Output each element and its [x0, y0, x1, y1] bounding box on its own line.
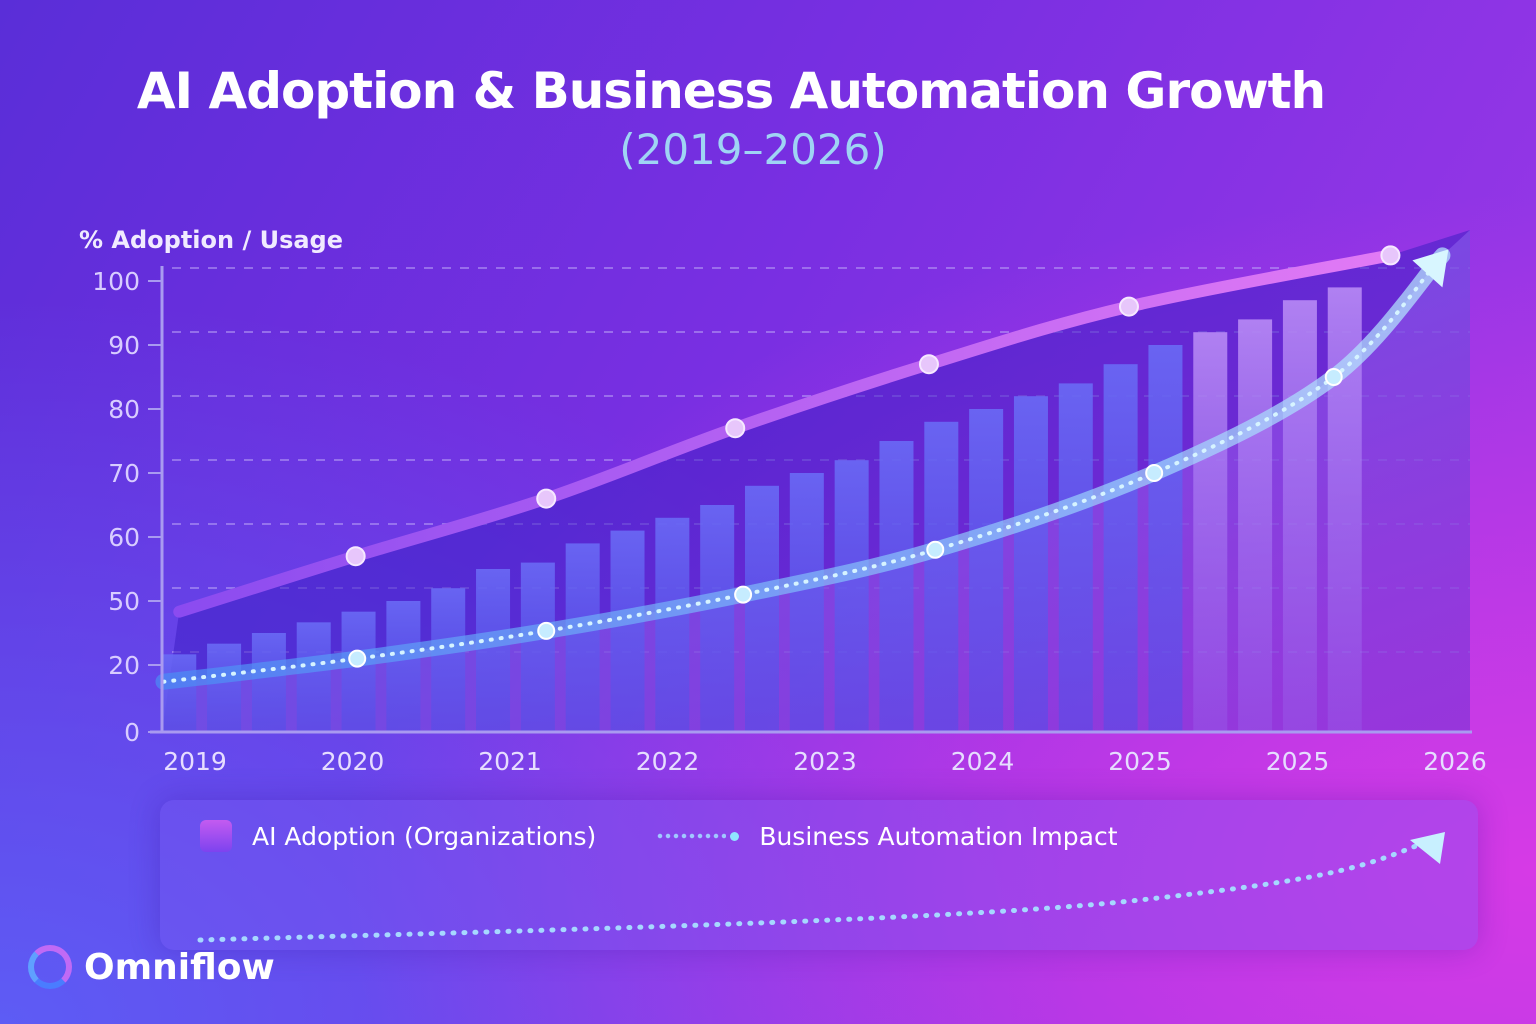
automation-point: [926, 540, 945, 559]
y-tick-label: 0: [124, 718, 140, 747]
adoption-point: [918, 354, 939, 375]
legend-label-line: Business Automation Impact: [759, 821, 1118, 851]
bar: [1193, 332, 1228, 732]
chart-title: AI Adoption & Business Automation Growth: [136, 62, 1326, 120]
logo-ring-icon: [28, 945, 72, 989]
automation-point: [1324, 368, 1343, 386]
bar: [1013, 396, 1048, 732]
x-tick-label: 2023: [793, 747, 857, 776]
x-tick-label: 2025: [1108, 747, 1172, 776]
bar: [296, 622, 331, 732]
adoption-point: [345, 546, 366, 567]
automation-point: [734, 585, 753, 604]
bar: [700, 505, 735, 732]
legend-swatch-bars: [200, 820, 232, 852]
legend-decor-line: [197, 832, 1445, 943]
bar: [655, 517, 690, 732]
arrow-icon: [1410, 832, 1445, 864]
brand-logo: Omniflow: [28, 945, 275, 989]
bar: [431, 588, 466, 732]
adoption-point: [536, 488, 557, 509]
arrow-head-icon: [1412, 249, 1449, 288]
bar: [476, 569, 511, 732]
legend: AI Adoption (Organizations) Business Aut…: [160, 800, 1478, 950]
adoption-point: [725, 418, 746, 439]
automation-point: [537, 621, 556, 640]
y-axis-label: % Adoption / Usage: [79, 226, 343, 254]
bar: [386, 601, 421, 732]
y-tick-label: 80: [108, 395, 140, 424]
automation-area: [162, 230, 1470, 732]
bar: [1282, 300, 1317, 732]
brand-name: Omniflow: [84, 946, 275, 988]
bar: [341, 611, 376, 732]
x-tick-label: 2021: [478, 747, 542, 776]
x-tick-label: 2025: [1266, 747, 1330, 776]
adoption-point: [1380, 245, 1401, 266]
bar: [1148, 345, 1183, 732]
x-tick-label: 2024: [951, 747, 1015, 776]
automation-point: [1145, 464, 1164, 482]
bar: [1058, 383, 1093, 732]
y-tick-label: 20: [108, 651, 140, 680]
legend-dotted-line-icon: [656, 833, 727, 839]
bar: [520, 562, 555, 732]
bar: [162, 654, 197, 732]
bar: [610, 530, 645, 732]
adoption-point: [1118, 296, 1139, 317]
bar: [834, 460, 869, 732]
bar: [789, 473, 824, 732]
bar: [969, 409, 1004, 732]
bar: [565, 543, 600, 732]
automation-point: [348, 649, 367, 668]
bar: [251, 633, 286, 732]
automation-line: [161, 253, 1445, 684]
bar: [1103, 364, 1138, 732]
x-tick-label: 2022: [636, 747, 700, 776]
bar: [1238, 319, 1273, 732]
legend-dot-icon: [730, 831, 740, 841]
legend-label-bars: AI Adoption (Organizations): [252, 821, 597, 851]
x-tick-label: 2026: [1423, 747, 1487, 776]
x-tick-label: 2019: [163, 747, 227, 776]
bar: [924, 421, 959, 732]
y-tick-label: 70: [108, 459, 140, 488]
y-tick-label: 50: [108, 587, 140, 616]
y-tick-label: 60: [108, 523, 140, 552]
x-tick-label: 2020: [321, 747, 385, 776]
y-tick-label: 100: [92, 267, 140, 296]
y-tick-label: 90: [108, 331, 140, 360]
bar: [745, 485, 779, 732]
chart-subtitle: (2019–2026): [619, 125, 887, 174]
bar: [207, 643, 242, 732]
bar: [879, 441, 914, 732]
